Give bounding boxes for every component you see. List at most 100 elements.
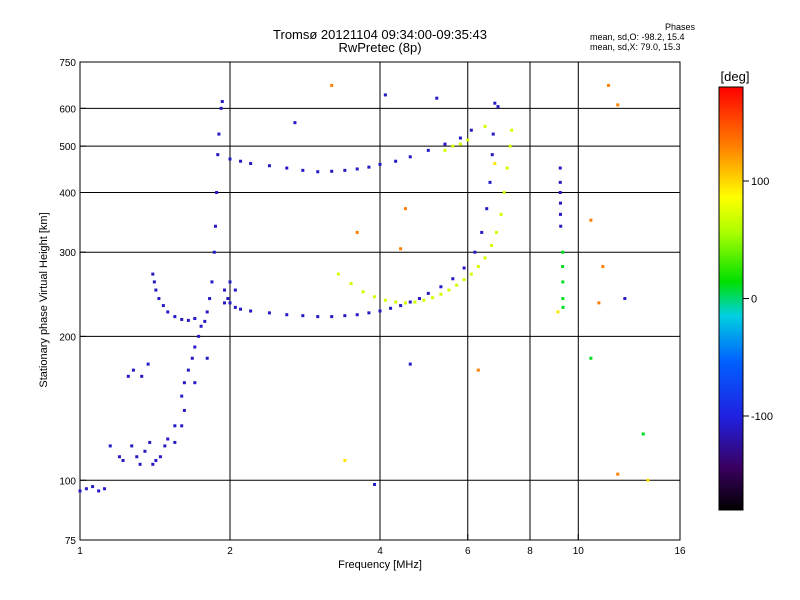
data-point (220, 100, 224, 104)
data-point (389, 306, 393, 310)
data-point (561, 305, 565, 309)
phase-stats-o: mean, sd,O: -98.2, 15.4 (590, 32, 685, 42)
data-point (561, 280, 565, 284)
data-point (443, 142, 447, 146)
grid (80, 62, 680, 540)
data-point (215, 190, 219, 194)
data-point (426, 291, 430, 295)
data-point (447, 288, 451, 292)
data-point (443, 148, 447, 152)
data-point (152, 280, 156, 284)
data-point (285, 166, 289, 170)
data-point (601, 265, 605, 269)
data-point (383, 93, 387, 97)
data-point (483, 256, 487, 260)
data-point (558, 190, 562, 194)
data-point (556, 310, 560, 314)
data-point (491, 132, 495, 136)
data-point (97, 489, 101, 493)
data-point (154, 458, 158, 462)
data-point (267, 164, 271, 168)
data-point (140, 374, 144, 378)
data-point (361, 290, 365, 294)
data-point (451, 144, 455, 148)
data-point (166, 310, 170, 314)
data-point (161, 304, 165, 308)
data-point (558, 180, 562, 184)
data-point (403, 207, 407, 211)
data-point (343, 314, 347, 318)
data-point (121, 458, 125, 462)
data-point (343, 168, 347, 172)
data-point (180, 317, 184, 321)
colorbar-label: [deg] (721, 69, 750, 84)
data-point (217, 132, 221, 136)
x-tick-label: 1 (77, 546, 83, 557)
x-tick-label: 16 (674, 546, 686, 557)
data-point (78, 489, 82, 493)
data-point (151, 462, 155, 466)
data-point (223, 288, 227, 292)
data-point (126, 374, 130, 378)
chart-subtitle: RwPretec (8p) (338, 40, 422, 55)
data-point (182, 408, 186, 412)
data-point (367, 311, 371, 315)
data-point (163, 444, 167, 448)
data-point (458, 136, 462, 140)
data-point (493, 101, 497, 105)
data-point (226, 297, 230, 301)
x-tick-label: 8 (527, 546, 533, 557)
data-point (469, 128, 473, 132)
data-point (316, 315, 320, 319)
data-point (413, 300, 417, 304)
y-tick-label: 400 (59, 188, 76, 199)
data-point (213, 224, 217, 228)
data-point (138, 462, 142, 466)
data-point (233, 305, 237, 309)
x-axis-label: Frequency [MHz] (338, 559, 422, 571)
data-point (616, 103, 620, 107)
data-point (216, 153, 220, 157)
data-point (589, 356, 593, 360)
data-point (488, 180, 492, 184)
data-point (158, 455, 162, 459)
data-point (228, 157, 232, 161)
x-axis-ticks: 1 2 4 6 8 10 16 (77, 534, 686, 557)
data-point (355, 313, 359, 317)
data-point (561, 297, 565, 301)
data-point (316, 170, 320, 174)
data-point (182, 381, 186, 385)
data-point (623, 297, 627, 301)
data-point (249, 309, 253, 313)
data-point (355, 230, 359, 234)
data-point (373, 295, 377, 299)
data-point (510, 128, 514, 132)
data-point (148, 440, 152, 444)
data-point (219, 106, 223, 110)
data-point (408, 155, 412, 159)
data-point (199, 324, 203, 328)
data-point (502, 190, 506, 194)
data-point (466, 138, 470, 142)
data-point (496, 105, 500, 109)
data-point (84, 487, 88, 491)
data-point (301, 314, 305, 318)
data-point (473, 250, 477, 254)
data-point (293, 121, 297, 125)
data-point (589, 218, 593, 222)
data-point (203, 319, 207, 323)
data-point (559, 224, 563, 228)
data-point (208, 297, 212, 301)
data-point (476, 368, 480, 372)
x-tick-label: 10 (573, 546, 585, 557)
data-point (285, 313, 289, 317)
data-point (117, 455, 121, 459)
data-point (336, 272, 340, 276)
y-tick-label: 100 (59, 476, 76, 487)
y-tick-label: 300 (59, 248, 76, 259)
data-point (439, 292, 443, 296)
data-point (616, 472, 620, 476)
data-point (399, 304, 403, 308)
data-point (408, 300, 412, 304)
